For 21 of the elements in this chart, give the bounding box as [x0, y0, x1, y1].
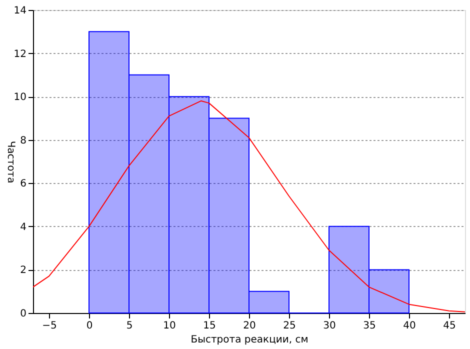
y-tick-label: 6 [20, 178, 26, 190]
x-tick-label: 0 [86, 320, 93, 332]
y-tick-label: 12 [14, 48, 26, 60]
y-tick-label: 14 [14, 6, 26, 16]
x-tick-label: 45 [443, 320, 456, 332]
y-tick-label: 10 [14, 92, 26, 104]
x-tick-label: 25 [283, 320, 296, 332]
x-tick-label: −5 [42, 320, 57, 332]
y-tick-label: 4 [20, 222, 26, 233]
x-tick-label: 40 [403, 320, 416, 332]
x-axis-title: Быстрота реакции, см [190, 334, 308, 346]
y-tick-label: 8 [20, 135, 26, 146]
x-tick-label: 5 [126, 320, 133, 332]
x-tick-label: 30 [323, 320, 336, 332]
y-tick-label: 0 [20, 308, 26, 320]
x-tick-label: 10 [163, 320, 176, 332]
y-axis-title: Частота [4, 140, 16, 184]
x-tick-label: 15 [203, 320, 216, 332]
y-tick-label: 2 [20, 265, 26, 276]
x-tick-label: 35 [363, 320, 376, 332]
x-tick-label: 20 [243, 320, 256, 332]
